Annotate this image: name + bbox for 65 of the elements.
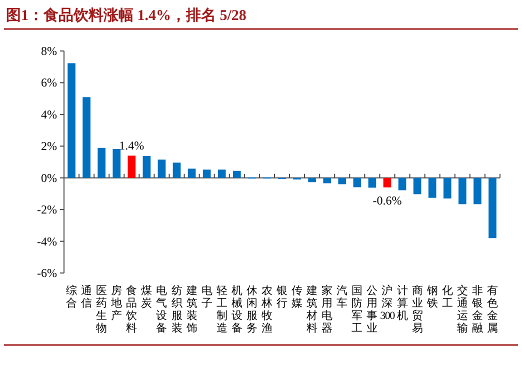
- bar: [443, 178, 452, 198]
- x-tick-label: 商业贸易: [412, 284, 423, 334]
- bar: [112, 148, 121, 178]
- y-tick-label: 4%: [41, 107, 57, 122]
- y-tick-label: -2%: [37, 202, 57, 217]
- bar: [82, 97, 90, 178]
- bar: [488, 178, 496, 238]
- bar: [338, 178, 346, 184]
- x-tick-label: 汽车: [336, 284, 348, 310]
- bar: [413, 178, 422, 194]
- bar: [308, 178, 316, 182]
- x-tick-label: 休闲服务: [246, 284, 258, 334]
- bar: [474, 178, 482, 204]
- data-label: 1.4%: [119, 138, 144, 153]
- y-tick-label: -6%: [37, 266, 57, 280]
- x-tick-label: 医药生物: [96, 284, 108, 334]
- x-tick-label: 化工: [442, 284, 453, 310]
- y-tick-label: 2%: [41, 139, 57, 154]
- x-tick-label: 电气设备: [156, 284, 168, 334]
- x-tick-label: 煤炭: [141, 284, 152, 310]
- bar: [188, 168, 196, 178]
- bar: [398, 178, 406, 190]
- bar: [428, 178, 436, 198]
- bar: [218, 170, 226, 178]
- x-tick-label: 房地产: [110, 284, 122, 322]
- x-tick-label: 钢铁: [426, 284, 438, 310]
- y-tick-label: 8%: [41, 44, 57, 58]
- x-tick-label: 交通运输: [456, 284, 468, 334]
- bar: [353, 178, 362, 188]
- bar: [323, 178, 332, 184]
- x-tick-label: 农林牧渔: [260, 284, 272, 334]
- x-tick-label: 银行: [276, 284, 288, 310]
- x-tick-label: 非银金融: [470, 284, 483, 334]
- x-tick-label: 建筑材料: [306, 284, 318, 334]
- x-tick-label: 公用事业: [366, 284, 378, 334]
- x-tick-label: 机械设备: [231, 284, 242, 334]
- x-tick-label: 纺织服装: [171, 284, 182, 334]
- bar: [68, 63, 76, 178]
- x-tick-label: 传媒: [292, 284, 303, 310]
- bar: [202, 170, 211, 178]
- x-tick-label: 轻工制造: [216, 284, 228, 334]
- x-tick-label: 沪深300: [380, 284, 396, 322]
- bar: [383, 178, 392, 188]
- x-tick-label: 有色金属: [486, 284, 498, 334]
- bar: [142, 156, 151, 178]
- x-tick-label: 计算机: [396, 284, 408, 322]
- bar: [128, 156, 136, 178]
- x-tick-label: 建筑装饰: [185, 284, 198, 334]
- bar: [172, 162, 181, 178]
- y-tick-label: 0%: [41, 170, 57, 185]
- bar: [232, 170, 241, 178]
- x-tick-label: 综合: [66, 284, 78, 310]
- x-tick-label: 食品饮料: [125, 284, 138, 334]
- x-tick-label: 电子: [201, 284, 212, 310]
- bar: [158, 160, 166, 178]
- x-tick-label: 家用电器: [322, 284, 333, 334]
- chart-title: 图1：食品饮料涨幅 1.4%，排名 5/28: [6, 7, 246, 24]
- y-tick-label: -4%: [37, 234, 57, 248]
- x-tick-label: 通信: [81, 284, 92, 310]
- data-label: -0.6%: [372, 193, 402, 208]
- bar: [458, 178, 466, 204]
- y-tick-label: 6%: [41, 76, 57, 90]
- x-tick-label: 国防军工: [352, 284, 363, 334]
- bar: [98, 148, 106, 178]
- bar: [368, 178, 376, 188]
